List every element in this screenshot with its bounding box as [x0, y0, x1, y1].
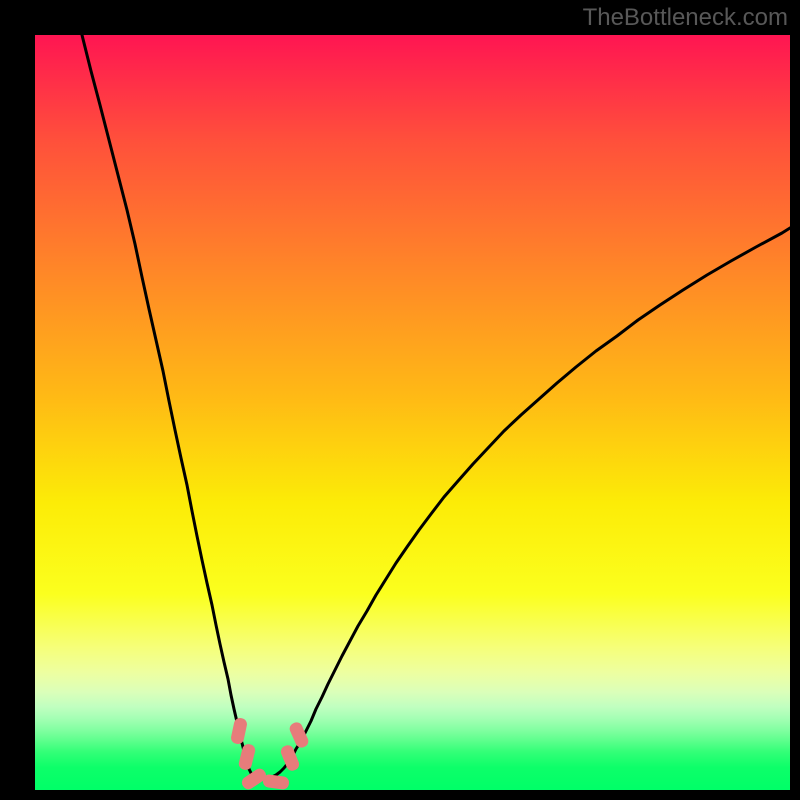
bottleneck-curve — [35, 35, 790, 790]
watermark-text: TheBottleneck.com — [583, 4, 788, 32]
plot-area — [35, 35, 790, 790]
